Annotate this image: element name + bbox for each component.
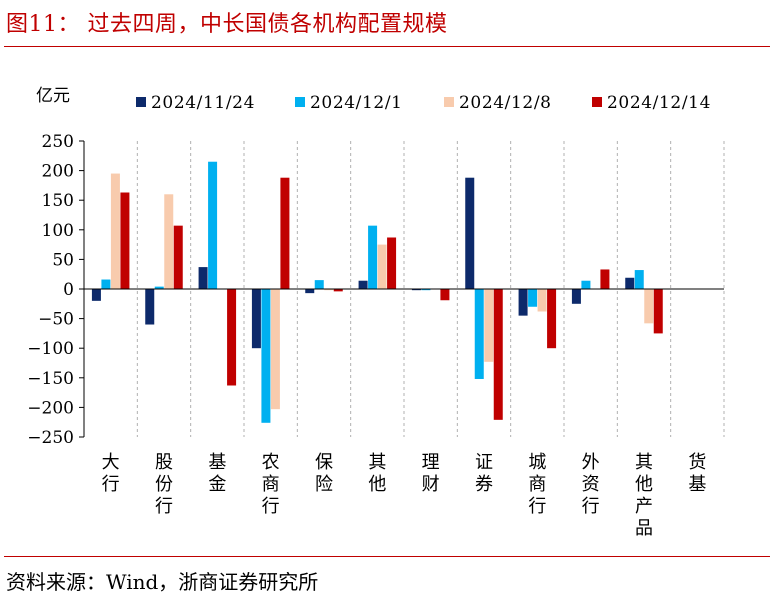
bar bbox=[465, 177, 475, 289]
y-tick-label: −100 bbox=[27, 339, 74, 359]
y-tick-label: 200 bbox=[42, 162, 74, 182]
bar bbox=[154, 286, 164, 289]
bar bbox=[305, 289, 315, 294]
y-tick-label: 250 bbox=[42, 132, 74, 152]
y-tick-label: −200 bbox=[27, 398, 74, 418]
bar bbox=[528, 289, 538, 307]
bar bbox=[91, 289, 101, 301]
legend-swatch bbox=[295, 97, 305, 107]
legend-swatch bbox=[444, 97, 454, 107]
bar bbox=[581, 280, 591, 289]
bar bbox=[368, 225, 378, 289]
category-label: 保险 bbox=[315, 452, 333, 495]
legend-swatch bbox=[136, 97, 146, 107]
bar bbox=[198, 267, 208, 289]
source-rule bbox=[4, 556, 770, 557]
bar bbox=[421, 289, 431, 291]
category-label: 大行 bbox=[102, 452, 120, 495]
bar bbox=[474, 289, 484, 379]
bar bbox=[164, 194, 174, 289]
category-label: 证券 bbox=[475, 452, 493, 495]
bar bbox=[484, 289, 494, 362]
y-tick-label: 0 bbox=[63, 280, 74, 300]
category-label: 理财 bbox=[422, 452, 440, 495]
y-unit-label: 亿元 bbox=[36, 86, 70, 106]
legend-label: 2024/12/1 bbox=[310, 93, 403, 113]
bar bbox=[227, 289, 237, 386]
bar bbox=[493, 289, 503, 420]
bar bbox=[251, 289, 261, 349]
category-label: 货基 bbox=[688, 452, 706, 495]
y-tick-label: −50 bbox=[38, 310, 74, 330]
bar bbox=[440, 289, 450, 301]
bar bbox=[387, 237, 397, 289]
bar-chart: 250 200 150 100 50 0 −50 −100 −150 −200 −250 大行 股份行 基… bbox=[27, 86, 725, 539]
bar bbox=[314, 280, 324, 289]
bar bbox=[324, 289, 334, 291]
bar bbox=[261, 289, 271, 423]
y-tick-label: −250 bbox=[27, 428, 74, 448]
y-tick-label: 50 bbox=[52, 250, 74, 270]
category-label: 外资行 bbox=[582, 452, 600, 517]
source-note: 资料来源：Wind，浙商证券研究所 bbox=[6, 570, 319, 594]
bar bbox=[634, 270, 644, 289]
bar bbox=[173, 225, 183, 289]
bars bbox=[91, 161, 663, 423]
y-tick-label: 150 bbox=[42, 191, 74, 211]
bar bbox=[145, 289, 155, 325]
bar bbox=[600, 269, 610, 289]
bar bbox=[411, 289, 421, 291]
bar bbox=[333, 289, 343, 292]
category-label: 股份行 bbox=[155, 452, 173, 517]
category-label: 基金 bbox=[208, 452, 226, 495]
gridlines bbox=[136, 141, 725, 437]
category-label: 农商行 bbox=[262, 452, 280, 517]
bar bbox=[547, 289, 557, 349]
bar bbox=[518, 289, 528, 316]
bar bbox=[208, 161, 218, 289]
bar bbox=[270, 289, 280, 410]
bar bbox=[377, 244, 387, 289]
bar bbox=[537, 289, 547, 312]
category-label: 城商行 bbox=[528, 452, 546, 517]
y-tick-label: 100 bbox=[42, 221, 74, 241]
bar bbox=[625, 277, 635, 289]
category-label: 其他产品 bbox=[635, 452, 653, 539]
bar bbox=[644, 289, 654, 324]
legend: 2024/11/24 2024/12/1 2024/12/8 2024/12/14 bbox=[136, 93, 711, 113]
legend-label: 2024/11/24 bbox=[151, 93, 255, 113]
bar bbox=[120, 192, 130, 289]
bar bbox=[101, 279, 111, 289]
bar bbox=[571, 289, 581, 304]
bar bbox=[358, 280, 368, 289]
category-label: 其他 bbox=[368, 452, 386, 495]
legend-swatch bbox=[592, 97, 602, 107]
figure-title: 图11： 过去四周，中长国债各机构配置规模 bbox=[6, 12, 448, 37]
y-tick-label: −150 bbox=[27, 369, 74, 389]
bar bbox=[110, 173, 120, 289]
legend-label: 2024/12/14 bbox=[607, 93, 711, 113]
title-rule bbox=[4, 46, 770, 47]
axes: 250 200 150 100 50 0 −50 −100 −150 −200 −250 大行 股份行 基… bbox=[27, 132, 724, 539]
legend-label: 2024/12/8 bbox=[459, 93, 552, 113]
bar bbox=[653, 289, 663, 334]
bar bbox=[280, 177, 290, 289]
